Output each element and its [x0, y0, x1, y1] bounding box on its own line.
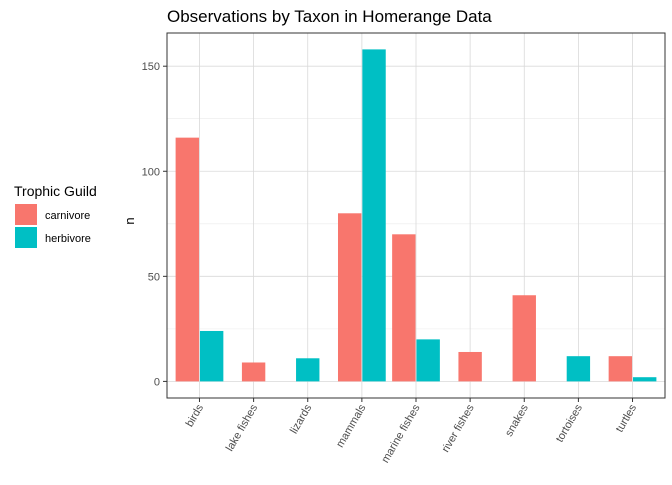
- x-axis: birds lake fishes lizards mammals marine fis…: [184, 398, 640, 465]
- bar-carnivore-birds: [175, 137, 199, 382]
- legend-title: Trophic Guild: [14, 183, 97, 199]
- bar-carnivore-turtles: [608, 356, 633, 382]
- chart-title: Observations by Taxon in Homerange Data: [167, 7, 492, 26]
- x-tick-label: snakes: [503, 402, 531, 439]
- legend-label-carnivore: carnivore: [45, 210, 90, 222]
- y-tick-label: 50: [148, 271, 160, 283]
- bar-carnivore-snakes: [512, 295, 536, 382]
- bar-herbivore-birds: [199, 330, 224, 382]
- bar-herbivore-turtles: [633, 377, 657, 382]
- bar-carnivore-mammals: [337, 213, 362, 382]
- y-tick-label: 100: [142, 166, 160, 178]
- bar-herbivore-lizards: [296, 358, 320, 382]
- bar-herbivore-mammals: [362, 49, 386, 382]
- x-tick-label: mammals: [334, 402, 368, 450]
- bar-carnivore-river-fishes: [458, 351, 482, 382]
- x-tick-label: river fishes: [440, 402, 477, 454]
- x-tick-label: lizards: [288, 402, 315, 436]
- bar-carnivore-lake-fishes: [241, 362, 266, 382]
- y-axis-title: n: [122, 217, 137, 224]
- y-tick-label: 0: [154, 376, 160, 388]
- x-tick-label: tortoises: [554, 402, 585, 444]
- legend-label-herbivore: herbivore: [45, 233, 91, 245]
- bar-herbivore-tortoises: [566, 356, 591, 382]
- legend-swatch-carnivore: [15, 204, 37, 225]
- x-tick-label: birds: [184, 402, 207, 429]
- x-tick-label: turtles: [614, 402, 640, 434]
- plot-grid: [167, 33, 665, 398]
- legend-swatch-herbivore: [15, 227, 37, 248]
- bar-carnivore-marine-fishes: [392, 234, 416, 382]
- legend: Trophic Guild carnivore herbivore: [14, 183, 97, 248]
- x-tick-label: marine fishes: [379, 402, 422, 465]
- x-tick-label: lake fishes: [224, 402, 261, 453]
- y-axis: 0 50 100 150: [142, 61, 167, 388]
- plot-bars: [175, 49, 657, 382]
- bar-herbivore-marine-fishes: [416, 339, 440, 382]
- y-tick-label: 150: [142, 61, 160, 73]
